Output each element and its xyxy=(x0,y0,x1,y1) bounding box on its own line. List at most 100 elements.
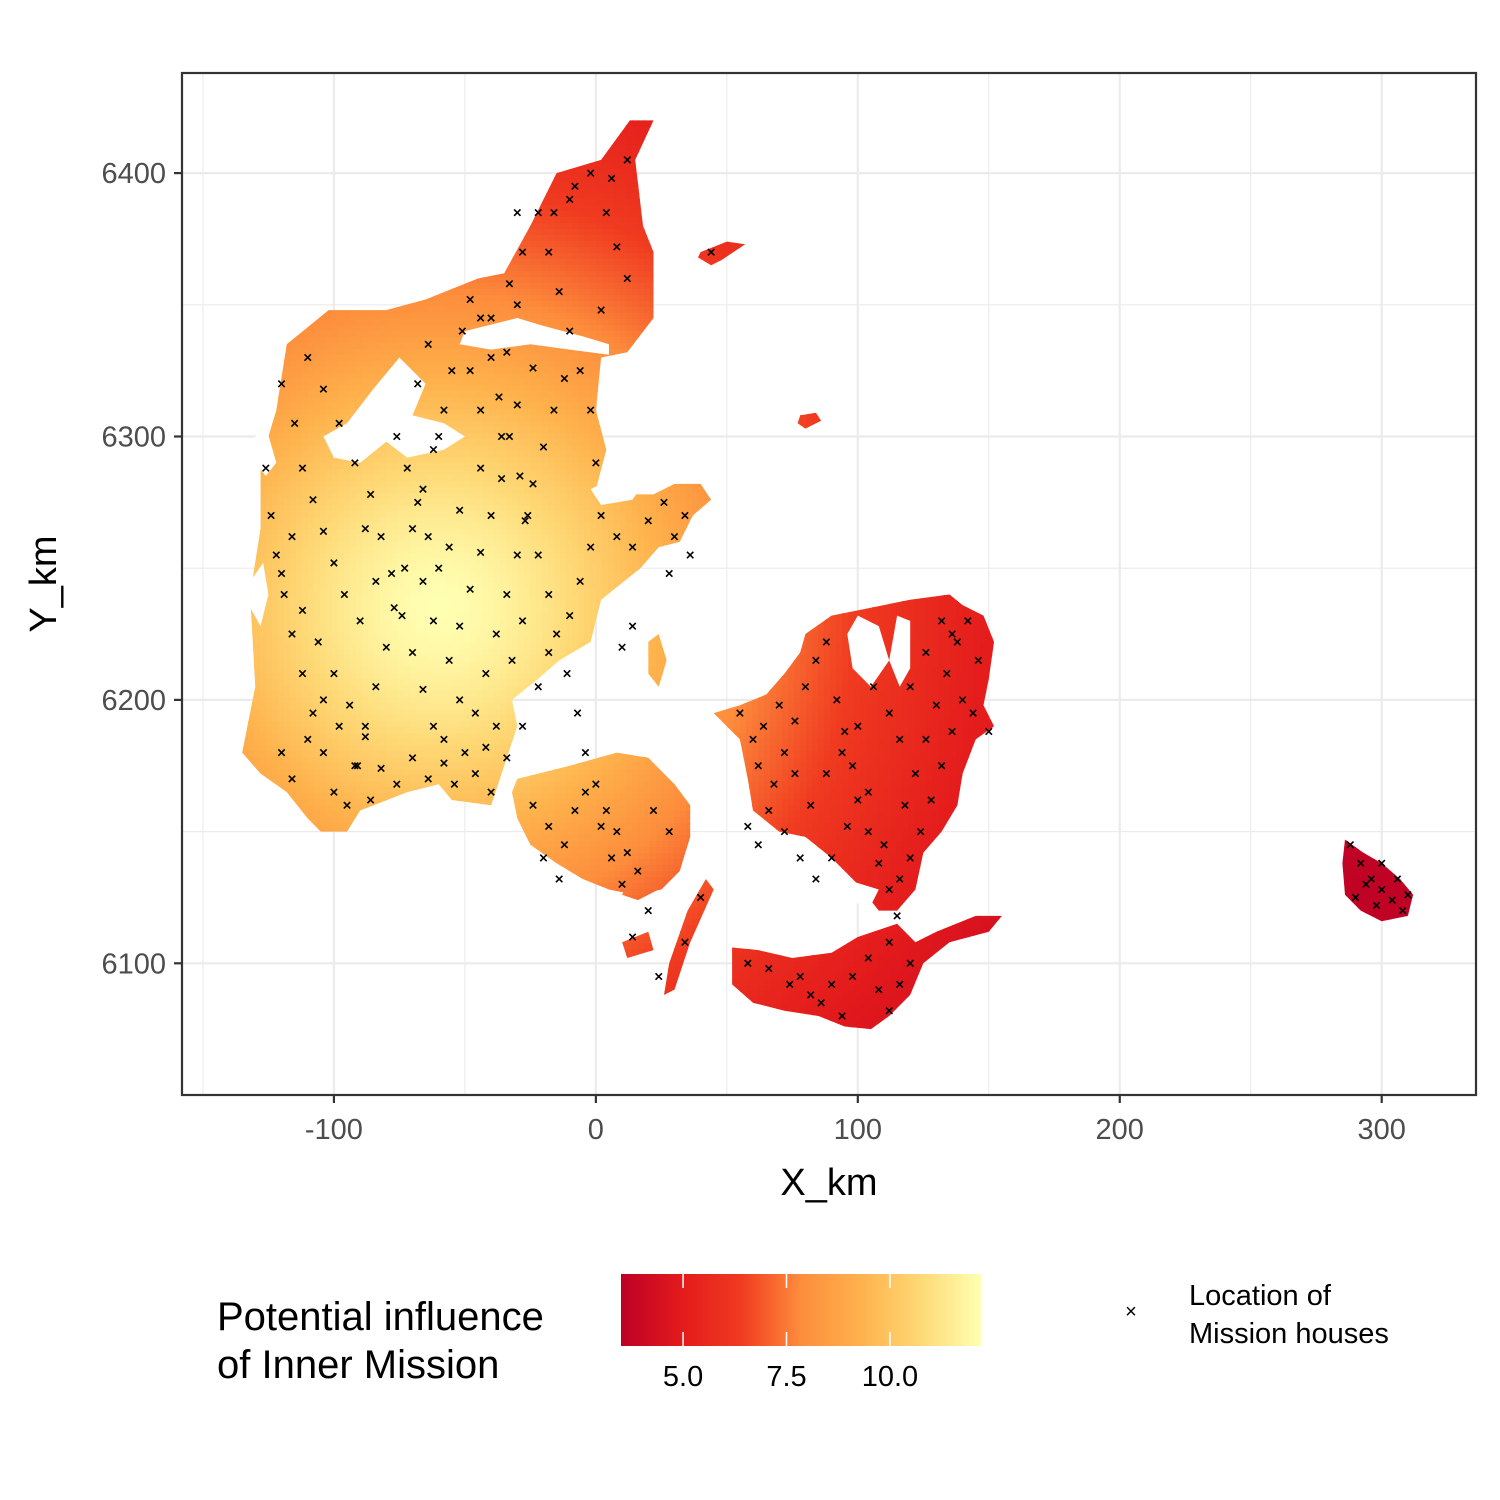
mission-house-marker xyxy=(586,169,595,177)
color-bar-tick-label: 7.5 xyxy=(766,1361,806,1393)
mission-house-marker xyxy=(613,532,621,541)
mission-house-marker xyxy=(764,964,773,973)
water-roskilde-fjord xyxy=(889,615,911,687)
mission-house-marker xyxy=(372,682,380,691)
mission-house-marker xyxy=(353,761,362,770)
mission-house-marker xyxy=(487,353,495,362)
mission-house-marker xyxy=(895,980,904,989)
color-legend-title-line-2: of Inner Mission xyxy=(217,1343,499,1387)
mission-house-marker xyxy=(419,577,427,586)
mission-house-marker xyxy=(854,722,862,731)
mission-house-marker xyxy=(822,638,831,646)
mission-house-marker xyxy=(424,532,432,541)
mission-house-marker xyxy=(505,432,514,441)
mission-house-marker xyxy=(681,938,689,946)
mission-house-marker xyxy=(654,972,663,981)
mission-house-marker xyxy=(597,822,605,831)
mission-house-marker xyxy=(817,999,825,1007)
mission-house-marker xyxy=(356,617,364,625)
mission-house-marker xyxy=(948,727,956,736)
mission-house-marker xyxy=(833,696,841,704)
mission-house-marker xyxy=(366,796,375,804)
mission-house-marker xyxy=(937,761,946,770)
mission-house-marker xyxy=(563,669,571,678)
mission-house-marker xyxy=(948,630,956,638)
mission-house-marker xyxy=(764,806,773,815)
mission-house-marker xyxy=(916,827,925,836)
mission-house-marker xyxy=(864,788,873,796)
mission-house-marker xyxy=(628,543,637,551)
mission-house-marker xyxy=(736,709,744,717)
mission-house-marker xyxy=(309,495,317,504)
y-tick-label: 6300 xyxy=(101,421,166,453)
mission-house-marker xyxy=(529,364,537,372)
mission-house-marker xyxy=(366,490,375,499)
mission-house-marker xyxy=(1377,885,1386,894)
mission-house-marker xyxy=(665,827,673,836)
mission-house-marker xyxy=(408,754,417,762)
mission-house-marker xyxy=(440,406,448,414)
mission-house-marker xyxy=(429,617,438,625)
mission-house-marker xyxy=(875,859,883,867)
mission-house-marker xyxy=(796,854,804,862)
mission-house-marker xyxy=(277,569,286,578)
mission-house-marker xyxy=(445,543,453,551)
mission-house-marker xyxy=(560,374,569,383)
mission-house-marker xyxy=(1393,875,1402,883)
water-nissum-fjord xyxy=(255,426,277,476)
mission-house-marker xyxy=(644,906,653,915)
y-tick-label: 6400 xyxy=(101,158,166,190)
mission-house-marker xyxy=(607,174,616,183)
mission-house-marker xyxy=(958,696,967,704)
mission-house-marker xyxy=(885,938,894,946)
mission-house-marker xyxy=(906,682,914,691)
mission-house-marker xyxy=(516,472,524,480)
mission-house-marker xyxy=(869,682,878,691)
color-bar-tick-label: 10.0 xyxy=(862,1361,918,1393)
mission-house-marker xyxy=(555,287,563,296)
mission-house-marker xyxy=(602,208,611,217)
mission-house-marker xyxy=(487,788,495,796)
mission-house-marker xyxy=(424,340,432,349)
mission-house-marker xyxy=(780,827,789,836)
mission-house-marker xyxy=(906,854,914,862)
mission-house-marker xyxy=(288,775,296,783)
mission-house-marker xyxy=(791,717,799,725)
mission-house-marker xyxy=(796,972,804,981)
mission-house-marker xyxy=(513,208,522,217)
mission-house-marker xyxy=(267,511,275,520)
mission-house-marker xyxy=(565,611,574,620)
mission-house-marker xyxy=(448,366,456,375)
mission-house-marker xyxy=(476,548,485,557)
mission-house-marker xyxy=(497,474,506,483)
mission-house-marker xyxy=(770,780,778,788)
mission-house-marker xyxy=(613,827,621,836)
mission-house-marker xyxy=(953,638,962,646)
water-limfjord-east xyxy=(459,318,609,355)
mission-house-marker xyxy=(262,464,270,472)
mission-house-marker xyxy=(754,761,763,770)
mission-house-marker xyxy=(623,274,632,283)
mission-house-marker xyxy=(277,380,286,388)
mission-house-marker xyxy=(911,769,920,778)
mission-house-marker xyxy=(864,827,873,836)
mission-house-marker xyxy=(895,875,904,883)
mission-house-marker xyxy=(340,590,349,599)
mission-house-marker xyxy=(937,617,946,625)
mission-house-marker xyxy=(288,630,296,638)
mission-house-marker xyxy=(707,248,715,256)
mission-house-marker xyxy=(838,748,846,757)
mission-house-marker xyxy=(450,780,459,788)
mission-house-marker xyxy=(513,551,522,559)
mission-house-marker xyxy=(408,524,417,533)
mission-house-marker xyxy=(534,551,543,559)
mission-house-marker xyxy=(288,532,296,541)
mission-house-marker xyxy=(754,841,763,849)
mission-house-marker xyxy=(521,517,529,525)
mission-house-marker xyxy=(922,648,930,657)
mission-house-marker xyxy=(922,735,930,744)
mission-house-marker xyxy=(361,524,370,533)
mission-house-marker xyxy=(744,822,752,831)
mission-house-marker xyxy=(298,606,307,615)
mission-house-marker xyxy=(827,980,836,989)
